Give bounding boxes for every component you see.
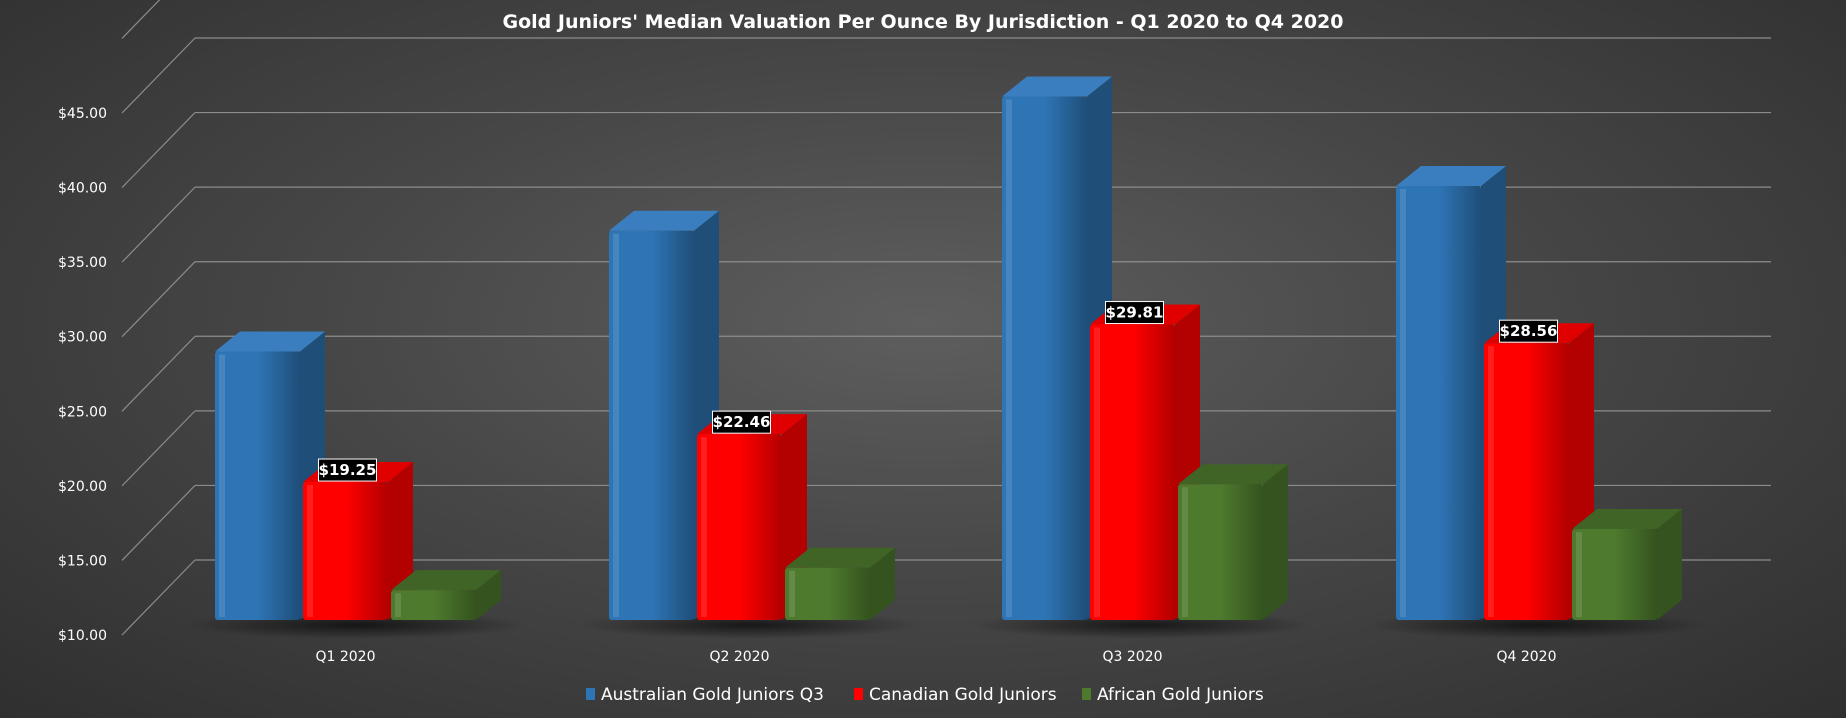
- data-label-text: $28.56: [1500, 322, 1558, 340]
- bar-front: [303, 482, 388, 620]
- bar-highlight: [395, 593, 401, 617]
- bar-front: [697, 434, 782, 620]
- bar-highlight: [1182, 487, 1188, 617]
- bar-front: [609, 230, 694, 621]
- bar-highlight: [1576, 532, 1582, 617]
- bar-highlight: [1094, 327, 1100, 617]
- bar-top: [609, 210, 719, 231]
- bar-front: [391, 590, 476, 620]
- chart-title: Gold Juniors' Median Valuation Per Ounce…: [503, 11, 1344, 33]
- x-category-label: Q4 2020: [1496, 649, 1556, 665]
- y-tick-label: $10.00: [58, 628, 107, 644]
- bar-top: [785, 547, 895, 568]
- data-label-box: [712, 410, 771, 434]
- legend-swatch: [854, 688, 863, 700]
- bar-side: [870, 547, 895, 620]
- gridline-side: [121, 485, 196, 561]
- bar-top: [215, 331, 325, 352]
- gridline-side: [121, 186, 196, 263]
- bars: [215, 76, 1682, 621]
- bar-highlight: [1488, 346, 1494, 617]
- legend-label: African Gold Juniors: [1097, 685, 1264, 705]
- bar-highlight: [1006, 99, 1012, 618]
- y-tick-label: $40.00: [58, 181, 107, 197]
- y-tick-label: $15.00: [58, 553, 107, 569]
- bar-front: [1396, 185, 1481, 620]
- bar-top: [1178, 464, 1288, 485]
- y-tick-label: $30.00: [58, 330, 107, 346]
- gridline-side: [121, 261, 196, 338]
- bar-front: [1484, 343, 1569, 620]
- bar-front: [785, 567, 870, 620]
- bar-front: [1178, 484, 1263, 620]
- x-category-label: Q1 2020: [315, 649, 375, 665]
- legend-item: Canadian Gold Juniors: [854, 685, 1057, 705]
- bar-highlight: [1400, 188, 1406, 617]
- legend: Australian Gold Juniors Q3 Canadian Gold …: [586, 685, 1264, 705]
- data-label-box: [1499, 319, 1558, 343]
- bar-highlight: [789, 570, 795, 617]
- bar-side: [1263, 464, 1288, 620]
- legend-swatch: [586, 688, 595, 700]
- bar-side: [476, 570, 501, 620]
- bar: [1572, 509, 1682, 620]
- data-labels: $19.25 $22.46 $29.81 $28.56: [318, 301, 1558, 482]
- data-label-box: [1105, 301, 1164, 325]
- data-label: $29.81: [1105, 301, 1164, 325]
- bar-highlight: [613, 233, 619, 618]
- y-tick-label: $25.00: [58, 404, 107, 420]
- data-label: $28.56: [1499, 319, 1558, 343]
- bar-side: [1657, 509, 1682, 620]
- gridline-side: [121, 112, 196, 188]
- bar-front: [215, 351, 300, 620]
- bar-top: [391, 570, 501, 591]
- x-category-label: Q2 2020: [709, 649, 769, 665]
- gridline-side: [121, 335, 196, 412]
- bar-top: [1396, 165, 1506, 186]
- bar-front: [1572, 529, 1657, 620]
- bar: [785, 547, 895, 620]
- x-axis-categories: Q1 2020 Q2 2020 Q3 2020 Q4 2020: [315, 649, 1556, 665]
- bar-front: [1090, 324, 1175, 620]
- data-label-text: $19.25: [319, 461, 377, 479]
- x-category-label: Q3 2020: [1102, 649, 1162, 665]
- y-tick-label: $20.00: [58, 479, 107, 495]
- legend-item: African Gold Juniors: [1082, 685, 1264, 705]
- y-axis-ticks: $10.00 $15.00 $20.00 $25.00 $30.00 $35.00 $40.…: [58, 106, 107, 644]
- gridline-side: [121, 0, 161, 39]
- gridline-side: [121, 37, 196, 114]
- bar-highlight: [307, 485, 313, 617]
- data-label: $19.25: [318, 458, 377, 482]
- bar-top: [1572, 509, 1682, 530]
- gridline-side: [121, 410, 196, 487]
- gridlines: [121, 0, 1771, 636]
- legend-item: Australian Gold Juniors Q3: [586, 685, 824, 705]
- data-label-text: $22.46: [713, 413, 771, 431]
- data-label: $22.46: [712, 410, 771, 434]
- y-tick-label: $35.00: [58, 255, 107, 271]
- legend-label: Canadian Gold Juniors: [869, 685, 1057, 705]
- bar-highlight: [219, 354, 225, 617]
- gridline-side: [121, 559, 196, 636]
- bar: [1178, 464, 1288, 620]
- data-label-box: [318, 458, 377, 482]
- bar-front: [1002, 96, 1087, 621]
- y-tick-label: $45.00: [58, 106, 107, 122]
- bar: [391, 570, 501, 620]
- bar-top: [1002, 76, 1112, 97]
- legend-label: Australian Gold Juniors Q3: [601, 685, 824, 705]
- bar-highlight: [701, 437, 707, 617]
- data-label-text: $29.81: [1106, 304, 1164, 322]
- legend-swatch: [1082, 688, 1091, 700]
